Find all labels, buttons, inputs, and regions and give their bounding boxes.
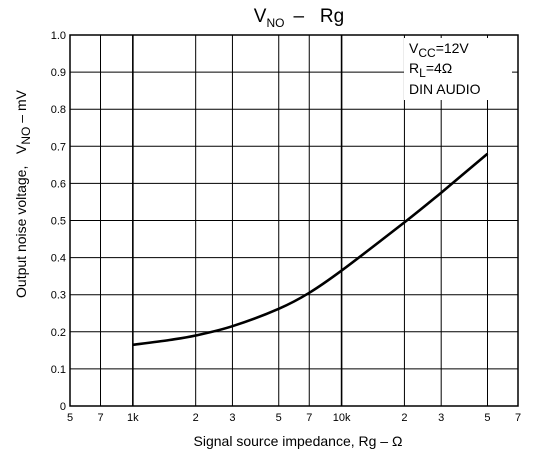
ylabel-post: – mV bbox=[13, 89, 29, 126]
y-tick-label: 0.2 bbox=[51, 327, 66, 339]
chart-title: VNO – Rg bbox=[254, 6, 344, 30]
title-rest: – Rg bbox=[293, 6, 344, 27]
x-tick-label: 2 bbox=[401, 412, 407, 424]
y-tick-label: 0.7 bbox=[51, 141, 66, 153]
title-main: V bbox=[254, 6, 267, 27]
x-tick-label: 5 bbox=[67, 412, 73, 424]
y-tick-label: 0.3 bbox=[51, 290, 66, 302]
ylabel-pre: Output noise voltage, V bbox=[13, 144, 29, 298]
title-sub: NO bbox=[266, 16, 284, 30]
y-tick-label: 0.6 bbox=[51, 178, 66, 190]
annotation-vcc: VCC=12V bbox=[409, 40, 469, 60]
y-tick-label: 0.8 bbox=[51, 104, 66, 116]
x-tick-label: 10k bbox=[333, 412, 351, 424]
y-tick-labels: 0 0.1 0.2 0.3 0.4 0.5 0.6 0.7 0.8 0.9 1.0 bbox=[51, 30, 66, 413]
x-tick-labels: 5 7 1k 2 3 5 7 10k 2 3 5 7 bbox=[67, 412, 521, 424]
y-axis-label: Output noise voltage, VNO – mV bbox=[13, 89, 33, 298]
y-tick-label: 0.1 bbox=[51, 364, 66, 376]
y-tick-label: 0.4 bbox=[51, 253, 66, 265]
x-tick-label: 2 bbox=[193, 412, 199, 424]
series-line bbox=[132, 152, 489, 347]
grid bbox=[70, 35, 518, 406]
x-tick-label: 5 bbox=[484, 412, 490, 424]
y-tick-label: 1.0 bbox=[51, 30, 66, 42]
x-tick-label: 7 bbox=[306, 412, 312, 424]
x-tick-label: 7 bbox=[97, 412, 103, 424]
plot-frame bbox=[69, 34, 519, 407]
x-axis-label: Signal source impedance, Rg – Ω bbox=[194, 433, 403, 449]
x-tick-label: 3 bbox=[438, 412, 444, 424]
ylabel-sub: NO bbox=[19, 127, 33, 145]
y-tick-label: 0 bbox=[60, 401, 66, 413]
x-tick-label: 7 bbox=[515, 412, 521, 424]
y-tick-label: 0.9 bbox=[51, 67, 66, 79]
x-tick-label: 5 bbox=[276, 412, 282, 424]
x-tick-label: 3 bbox=[229, 412, 235, 424]
annotation-rl: RL=4Ω bbox=[409, 60, 452, 80]
x-tick-label: 1k bbox=[127, 412, 139, 424]
annotation-background bbox=[404, 38, 512, 100]
y-tick-label: 0.5 bbox=[51, 216, 66, 228]
annotation-din-audio: DIN AUDIO bbox=[409, 81, 481, 97]
